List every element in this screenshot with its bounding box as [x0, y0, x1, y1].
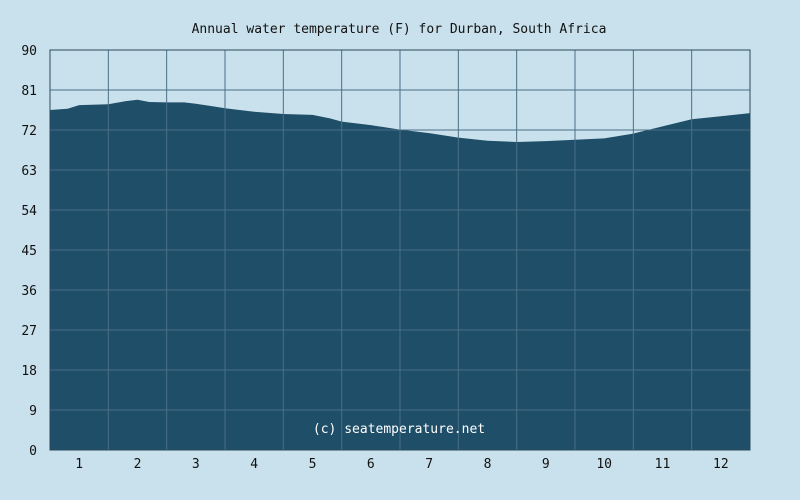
x-tick-label: 11	[655, 457, 671, 472]
chart-title: Annual water temperature (F) for Durban,…	[192, 22, 607, 37]
plot-frame	[49, 49, 751, 451]
copyright-annotation: (c) seatemperature.net	[313, 422, 485, 437]
y-tick-label: 63	[21, 164, 37, 179]
y-tick-label: 27	[21, 324, 37, 339]
x-tick-label: 2	[134, 457, 142, 472]
x-tick-label: 9	[542, 457, 550, 472]
y-tick-label: 0	[29, 444, 37, 459]
y-tick-label: 72	[21, 124, 37, 139]
x-tick-label: 3	[192, 457, 200, 472]
x-tick-label: 12	[713, 457, 729, 472]
x-tick-label: 1	[75, 457, 83, 472]
y-tick-label: 81	[21, 84, 37, 99]
y-tick-label: 45	[21, 244, 37, 259]
y-tick-label: 9	[29, 404, 37, 419]
x-tick-label: 4	[250, 457, 258, 472]
y-tick-label: 90	[21, 44, 37, 59]
y-tick-label: 54	[21, 204, 37, 219]
x-tick-label: 8	[484, 457, 492, 472]
x-tick-label: 10	[596, 457, 612, 472]
x-tick-label: 5	[309, 457, 317, 472]
x-tick-label: 6	[367, 457, 375, 472]
y-tick-label: 36	[21, 284, 37, 299]
y-tick-label: 18	[21, 364, 37, 379]
x-tick-label: 7	[425, 457, 433, 472]
